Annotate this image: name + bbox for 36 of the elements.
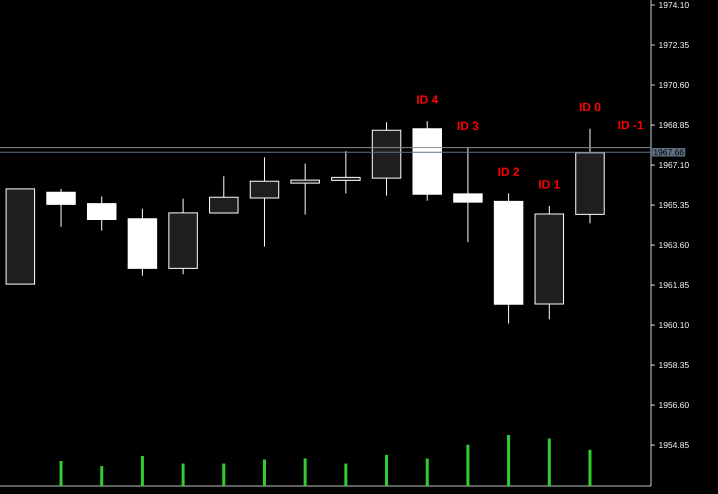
- annotation: ID 0: [580, 102, 600, 112]
- y-tick-label: 1967.10: [659, 162, 689, 168]
- annotation: ID 1: [539, 180, 560, 188]
- bar: [548, 438, 551, 486]
- bar: [262, 459, 266, 486]
- y-tick-label: 1963.60: [659, 242, 689, 248]
- y-tick-label: 1972.35: [659, 42, 689, 48]
- y-tick-label: 1970.60: [659, 82, 689, 88]
- bar: [60, 461, 63, 486]
- annotation: ID 2: [498, 168, 520, 176]
- y-tick-label: 1956.60: [659, 402, 689, 408]
- annotation: ID -1: [618, 120, 644, 130]
- bar: [182, 464, 185, 486]
- y-tick-label: 1960.10: [659, 322, 689, 328]
- y-tick-label: 1954.85: [659, 442, 689, 448]
- y-tick-label: 1965.35: [659, 202, 689, 208]
- bar: [426, 458, 429, 486]
- bar: [507, 435, 510, 486]
- y-tick-label: 1968.85: [659, 122, 689, 128]
- bar: [466, 444, 470, 486]
- bar: [344, 464, 348, 486]
- y-tick-label: 1974.10: [659, 2, 689, 8]
- bar: [140, 456, 144, 486]
- y-tick-label: 1958.35: [659, 362, 689, 368]
- bar: [385, 454, 388, 486]
- candlestick: [453, 147, 483, 243]
- candlestick: [290, 163, 320, 216]
- annotation: ID 3: [458, 122, 478, 130]
- bar: [588, 450, 592, 486]
- bar: [304, 458, 307, 486]
- annotation: ID 4: [417, 95, 438, 104]
- candlestick: [331, 150, 361, 194]
- bar: [100, 466, 104, 486]
- bar: [222, 464, 226, 486]
- y-tick-label: 1961.85: [659, 282, 689, 288]
- ref-line-label: 1967.66: [654, 149, 684, 156]
